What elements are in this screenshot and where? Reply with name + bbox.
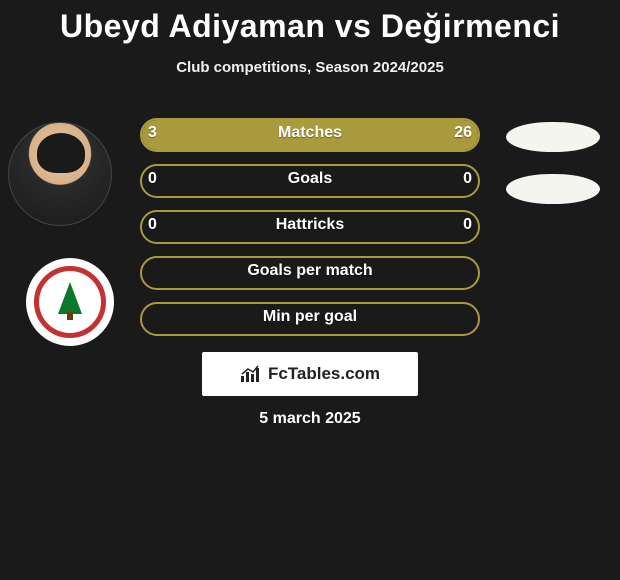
subtitle: Club competitions, Season 2024/2025: [0, 59, 620, 76]
bar-track: [140, 256, 480, 290]
comparison-card: Ubeyd Adiyaman vs Değirmenci Club compet…: [0, 0, 620, 580]
stat-row: Hattricks00: [0, 210, 620, 244]
page-title: Ubeyd Adiyaman vs Değirmenci: [0, 0, 620, 45]
stat-row: Matches326: [0, 118, 620, 152]
stat-row: Goals00: [0, 164, 620, 198]
bar-track: [140, 118, 480, 152]
bar-track: [140, 210, 480, 244]
stat-row: Goals per match: [0, 256, 620, 290]
bar-track: [140, 164, 480, 198]
stat-row: Min per goal: [0, 302, 620, 336]
date-text: 5 march 2025: [0, 410, 620, 428]
chart-icon: [240, 365, 262, 383]
bar-fill-right: [177, 120, 478, 150]
brand-box[interactable]: FcTables.com: [202, 352, 418, 396]
bar-track: [140, 302, 480, 336]
brand-text: FcTables.com: [268, 364, 380, 384]
stats-area: Matches326 Goals00 Hattricks00 Goals per ma…: [0, 118, 620, 348]
bar-fill-left: [142, 120, 177, 150]
